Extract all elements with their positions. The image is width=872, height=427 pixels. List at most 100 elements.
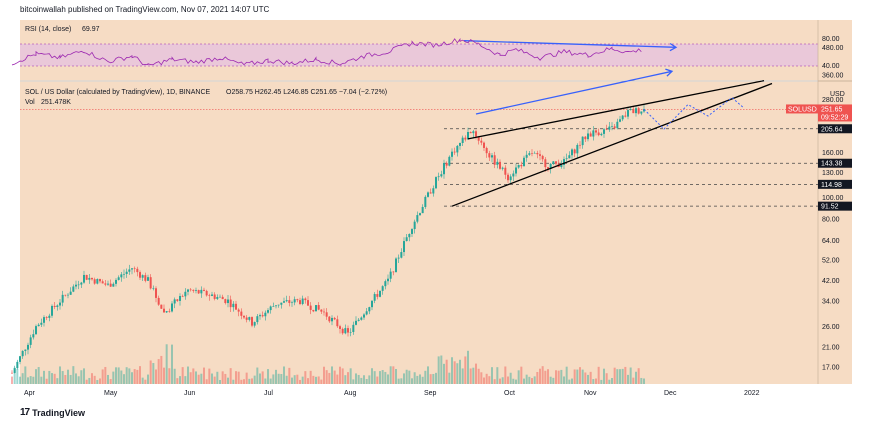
candle-body bbox=[29, 337, 32, 345]
candle-body bbox=[304, 298, 307, 301]
price-legend-title: SOL / US Dollar (calculated by TradingVi… bbox=[25, 89, 211, 96]
candle-body bbox=[461, 137, 464, 143]
volume-bar bbox=[368, 375, 371, 384]
volume-bar bbox=[285, 375, 288, 384]
candle-body bbox=[627, 110, 629, 117]
candle-body bbox=[139, 272, 141, 278]
volume-bar bbox=[181, 367, 184, 384]
price-tick-label: 52.00 bbox=[822, 258, 840, 265]
volume-bar bbox=[512, 378, 515, 384]
support-level-label: 114.98 bbox=[821, 182, 842, 189]
candle-body bbox=[475, 131, 477, 137]
month-tick-label: Jul bbox=[264, 390, 273, 397]
volume-bar bbox=[405, 369, 408, 384]
volume-bar bbox=[192, 368, 195, 384]
volume-bar bbox=[312, 375, 315, 384]
volume-bar bbox=[475, 363, 477, 384]
candle-body bbox=[536, 152, 539, 155]
volume-bar bbox=[341, 368, 344, 384]
candle-body bbox=[613, 126, 616, 129]
volume-bar bbox=[571, 378, 573, 384]
candle-body bbox=[584, 136, 587, 140]
candle-body bbox=[568, 155, 571, 159]
candle-body bbox=[504, 167, 507, 175]
volume-bar bbox=[229, 368, 232, 384]
candle-body bbox=[637, 108, 640, 114]
candle-body bbox=[117, 277, 120, 280]
candle-body bbox=[595, 130, 597, 133]
candle-body bbox=[485, 147, 488, 154]
volume-bar bbox=[389, 366, 392, 384]
volume-bar bbox=[187, 366, 189, 384]
candle-body bbox=[288, 300, 291, 303]
volume-bar bbox=[251, 378, 253, 384]
candle-body bbox=[248, 317, 251, 320]
volume-bar bbox=[347, 372, 349, 384]
volume-bar bbox=[331, 366, 333, 384]
candle-body bbox=[123, 273, 125, 275]
volume-bar bbox=[501, 377, 504, 384]
candle-body bbox=[565, 158, 568, 160]
candle-body bbox=[549, 163, 552, 169]
candle-body bbox=[211, 294, 213, 296]
vol-legend-label: Vol bbox=[25, 99, 35, 106]
volume-bar bbox=[195, 371, 197, 384]
volume-bar bbox=[256, 367, 259, 384]
candle-body bbox=[432, 188, 435, 194]
candle-body bbox=[341, 328, 344, 334]
candle-body bbox=[221, 296, 224, 300]
candle-body bbox=[403, 241, 405, 253]
volume-bar bbox=[315, 376, 317, 384]
candle-body bbox=[301, 298, 304, 305]
price-tick-label: 26.00 bbox=[822, 324, 840, 331]
volume-bar bbox=[400, 378, 403, 384]
candle-body bbox=[384, 281, 387, 287]
countdown-label: 09:52:29 bbox=[821, 114, 848, 121]
candle-body bbox=[157, 297, 160, 305]
candle-body bbox=[213, 294, 216, 299]
volume-bar bbox=[219, 379, 221, 384]
volume-bar bbox=[363, 375, 365, 384]
candle-body bbox=[155, 288, 157, 298]
volume-bar bbox=[365, 379, 368, 384]
candle-body bbox=[459, 142, 461, 146]
candle-body bbox=[352, 324, 355, 332]
candle-body bbox=[189, 289, 192, 291]
volume-bar bbox=[40, 376, 43, 384]
volume-bar bbox=[136, 369, 139, 384]
volume-bar bbox=[173, 368, 176, 384]
volume-bar bbox=[456, 363, 459, 384]
candle-body bbox=[411, 229, 413, 234]
candle-body bbox=[96, 279, 99, 284]
volume-bar bbox=[421, 376, 424, 384]
volume-bar bbox=[504, 366, 507, 384]
volume-bar bbox=[35, 369, 37, 384]
volume-bar bbox=[272, 374, 275, 384]
volume-bar bbox=[472, 367, 475, 384]
tradingview-footer: 17 TradingView bbox=[20, 407, 85, 418]
month-tick-label: Oct bbox=[504, 390, 515, 397]
candle-body bbox=[256, 316, 259, 323]
candle-body bbox=[563, 159, 565, 165]
volume-bar bbox=[213, 376, 216, 384]
month-tick-label: May bbox=[104, 390, 118, 397]
volume-bar bbox=[72, 366, 75, 384]
volume-bar bbox=[267, 369, 269, 384]
candle-body bbox=[525, 154, 528, 158]
candle-body bbox=[616, 121, 619, 129]
volume-bar bbox=[109, 379, 112, 384]
volume-bar bbox=[99, 378, 101, 384]
candle-body bbox=[200, 289, 203, 294]
candle-body bbox=[293, 299, 296, 303]
candle-body bbox=[603, 129, 605, 134]
support-level-tag bbox=[818, 124, 852, 134]
volume-bar bbox=[16, 369, 19, 384]
candle-body bbox=[427, 192, 429, 197]
volume-bar bbox=[69, 374, 72, 384]
candle-body bbox=[11, 372, 13, 374]
candle-body bbox=[328, 316, 331, 322]
candle-body bbox=[187, 289, 189, 292]
candle-body bbox=[435, 177, 437, 189]
candle-body bbox=[216, 297, 219, 299]
candle-body bbox=[640, 111, 643, 114]
